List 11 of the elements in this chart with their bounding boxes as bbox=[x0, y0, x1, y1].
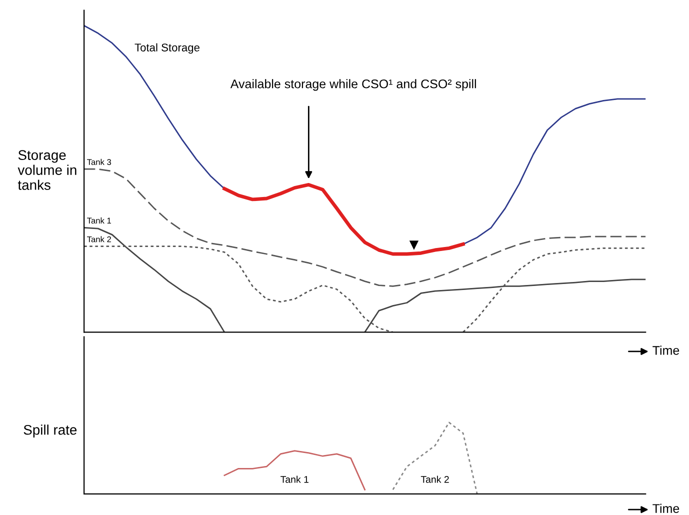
annotation: Available storage while CSO¹ and CSO² spill bbox=[230, 79, 476, 91]
series-label: Tank 1 bbox=[87, 217, 111, 224]
x-axis-title: Time bbox=[652, 504, 680, 513]
series-label: Tank 1 bbox=[280, 476, 308, 483]
x-axis-title: Time bbox=[652, 346, 680, 355]
series-label: Tank 2 bbox=[420, 476, 449, 483]
series-label: Tank 3 bbox=[87, 158, 112, 166]
y-axis-title: Spill rate bbox=[24, 424, 77, 438]
series-label: Tank 2 bbox=[87, 236, 111, 242]
series-label: Total Storage bbox=[134, 43, 200, 54]
y-axis-title: Storage volume in tanks bbox=[18, 150, 76, 190]
